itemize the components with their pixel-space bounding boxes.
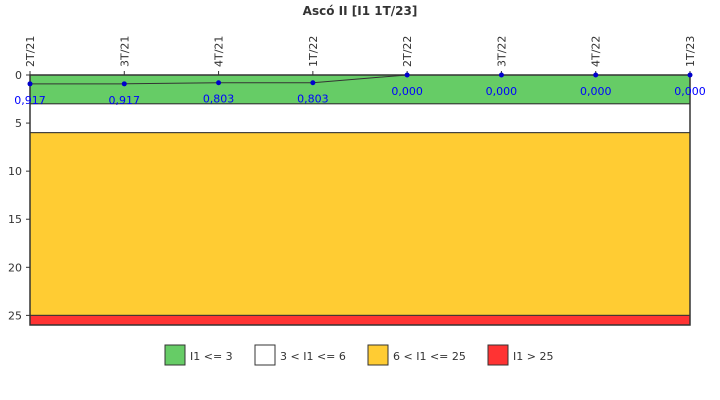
y-tick-label: 15 bbox=[8, 213, 22, 226]
legend-label-0: I1 <= 3 bbox=[190, 350, 233, 363]
series-line bbox=[30, 74, 690, 85]
data-label: 0,000 bbox=[391, 85, 423, 98]
legend-swatch-3 bbox=[487, 344, 509, 366]
data-label: 0,803 bbox=[297, 93, 329, 106]
y-tick-label: 5 bbox=[15, 117, 22, 130]
legend-swatch-1 bbox=[254, 344, 276, 366]
data-point bbox=[216, 80, 222, 86]
data-point bbox=[310, 80, 316, 86]
legend-swatch-0 bbox=[164, 344, 186, 366]
band-1 bbox=[29, 103, 691, 134]
data-point bbox=[687, 72, 693, 78]
x-tick-label: 1T/22 bbox=[307, 36, 320, 67]
data-point bbox=[404, 72, 410, 78]
x-tick-label: 4T/22 bbox=[590, 36, 603, 67]
data-label: 0,000 bbox=[674, 85, 706, 98]
data-label: 0,917 bbox=[109, 94, 141, 107]
legend-label-1: 3 < I1 <= 6 bbox=[280, 350, 346, 363]
y-tick-label: 0 bbox=[15, 69, 22, 82]
data-label: 0,000 bbox=[580, 85, 612, 98]
data-label: 0,803 bbox=[203, 93, 235, 106]
band-3 bbox=[29, 314, 691, 326]
y-tick-label: 20 bbox=[8, 261, 22, 274]
chart-title: Ascó II [I1 1T/23] bbox=[303, 4, 418, 18]
data-point bbox=[498, 72, 504, 78]
legend-swatch-2 bbox=[367, 344, 389, 366]
y-tick-label: 10 bbox=[8, 165, 22, 178]
x-tick-label: 1T/23 bbox=[684, 36, 697, 67]
data-label: 0,917 bbox=[14, 94, 46, 107]
data-point bbox=[27, 81, 33, 87]
x-tick-label: 3T/22 bbox=[495, 36, 508, 67]
x-tick-label: 2T/21 bbox=[24, 36, 37, 67]
x-tick-label: 2T/22 bbox=[401, 36, 414, 67]
x-tick-label: 3T/21 bbox=[118, 36, 131, 67]
band-0 bbox=[29, 74, 691, 105]
data-point bbox=[121, 81, 127, 87]
plot-frame bbox=[29, 74, 691, 326]
x-tick-label: 4T/21 bbox=[213, 36, 226, 67]
band-2 bbox=[29, 132, 691, 316]
legend-label-3: I1 > 25 bbox=[513, 350, 553, 363]
data-point bbox=[593, 72, 599, 78]
data-label: 0,000 bbox=[486, 85, 518, 98]
legend-label-2: 6 < I1 <= 25 bbox=[393, 350, 466, 363]
y-tick-label: 25 bbox=[8, 309, 22, 322]
